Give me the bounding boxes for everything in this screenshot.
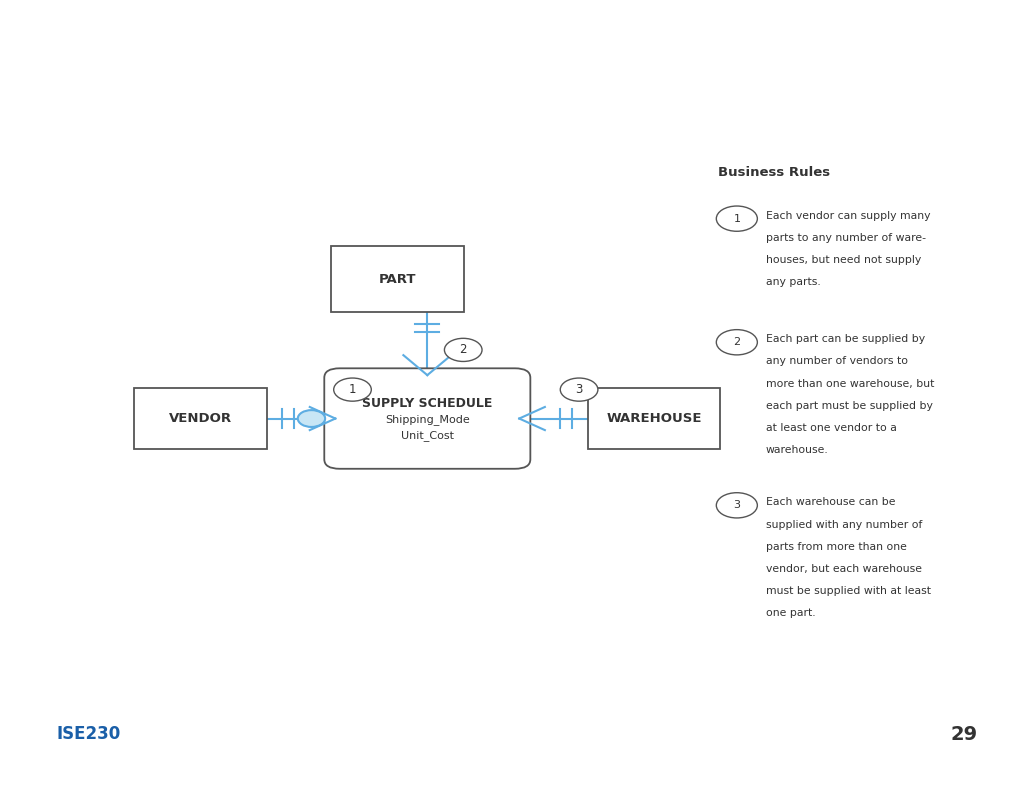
Text: 1: 1 — [733, 214, 740, 224]
Text: Shipping_Mode: Shipping_Mode — [385, 414, 470, 425]
Circle shape — [560, 378, 598, 401]
Text: 2: 2 — [733, 337, 740, 347]
Text: Unit_Cost: Unit_Cost — [400, 430, 454, 441]
Text: must be supplied with at least: must be supplied with at least — [766, 586, 931, 596]
FancyBboxPatch shape — [331, 246, 464, 312]
Text: vendor, but each warehouse: vendor, but each warehouse — [766, 564, 922, 573]
Text: more than one warehouse, but: more than one warehouse, but — [766, 379, 934, 388]
Text: 29: 29 — [951, 725, 978, 744]
Text: 3: 3 — [575, 383, 583, 396]
FancyBboxPatch shape — [588, 388, 720, 448]
Text: any parts.: any parts. — [766, 277, 820, 287]
Text: VENDOR: VENDOR — [169, 412, 232, 425]
Circle shape — [717, 493, 758, 518]
Text: at least one vendor to a: at least one vendor to a — [766, 422, 897, 433]
Text: WAREHOUSE: WAREHOUSE — [606, 412, 701, 425]
Text: ISE230: ISE230 — [56, 725, 121, 743]
Text: 2: 2 — [460, 343, 467, 357]
Text: PART: PART — [379, 273, 416, 286]
Text: each part must be supplied by: each part must be supplied by — [766, 401, 933, 411]
Text: houses, but need not supply: houses, but need not supply — [766, 255, 922, 265]
Text: parts from more than one: parts from more than one — [766, 542, 907, 551]
Text: parts to any number of ware-: parts to any number of ware- — [766, 233, 926, 243]
Circle shape — [444, 339, 482, 361]
Circle shape — [717, 330, 758, 355]
FancyBboxPatch shape — [325, 369, 530, 469]
Text: SUPPLY SCHEDULE: SUPPLY SCHEDULE — [362, 397, 493, 411]
Text: Each warehouse can be: Each warehouse can be — [766, 498, 895, 508]
Text: Ternary relationship as an associative entity: Ternary relationship as an associative e… — [26, 55, 967, 92]
Text: any number of vendors to: any number of vendors to — [766, 357, 908, 366]
Text: Each part can be supplied by: Each part can be supplied by — [766, 335, 925, 344]
Text: warehouse.: warehouse. — [766, 445, 828, 455]
Text: supplied with any number of: supplied with any number of — [766, 520, 923, 529]
Text: Each vendor can supply many: Each vendor can supply many — [766, 210, 931, 221]
Circle shape — [717, 206, 758, 231]
FancyBboxPatch shape — [134, 388, 267, 448]
Text: one part.: one part. — [766, 608, 815, 618]
Text: Business Rules: Business Rules — [718, 166, 830, 179]
Circle shape — [334, 378, 372, 401]
Text: 1: 1 — [349, 383, 356, 396]
Circle shape — [298, 410, 326, 427]
Text: 3: 3 — [733, 501, 740, 510]
